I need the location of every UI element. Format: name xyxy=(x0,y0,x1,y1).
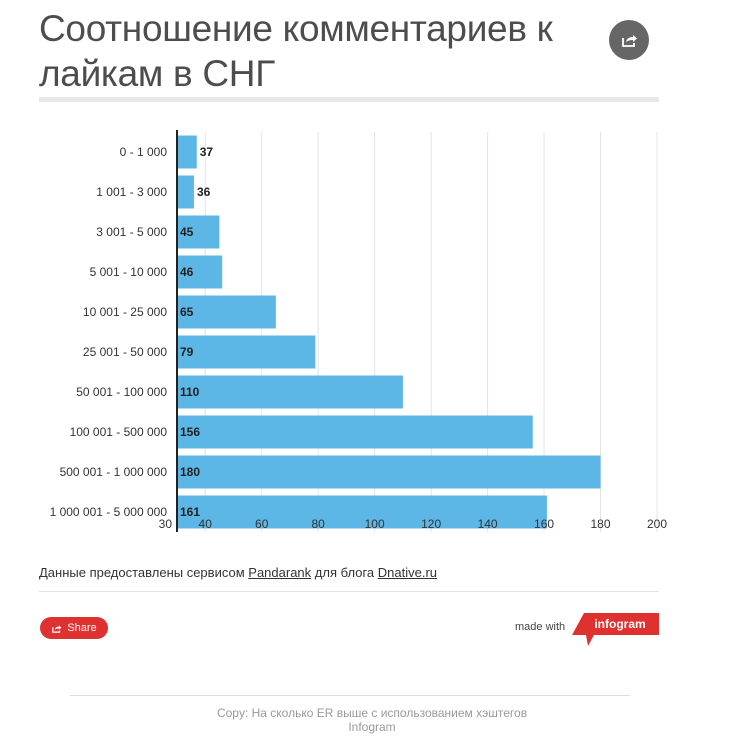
category-label: 5 001 - 10 000 xyxy=(90,265,168,279)
bar xyxy=(177,135,197,169)
bar xyxy=(177,255,223,289)
tick-label: 140 xyxy=(478,517,498,531)
category-label: 50 001 - 100 000 xyxy=(76,385,167,399)
footer-brand-line: Infogram xyxy=(348,720,396,734)
tick-label: 120 xyxy=(421,517,441,531)
category-label: 500 001 - 1 000 000 xyxy=(60,465,168,479)
bar xyxy=(177,375,403,409)
bar-chart: 0 - 1 000 37 1 001 - 3 000 36 3 001 - 5 000 4… xyxy=(50,130,667,532)
bar xyxy=(177,335,316,369)
tick-label: 200 xyxy=(647,517,667,531)
data-label: 46 xyxy=(180,265,194,279)
data-label: 79 xyxy=(180,345,194,359)
category-label: 0 - 1 000 xyxy=(120,145,168,159)
share-icon xyxy=(622,35,637,47)
tick-label: 30 xyxy=(159,517,173,531)
category-label: 10 001 - 25 000 xyxy=(83,305,167,319)
pandarank-link[interactable]: Pandarank xyxy=(248,565,312,580)
bar xyxy=(177,495,547,529)
source-prefix: Данные предоставлены сервисом xyxy=(39,565,245,580)
share-circle-button[interactable] xyxy=(609,20,649,60)
data-label: 180 xyxy=(180,465,200,479)
tick-label: 80 xyxy=(311,517,325,531)
bar xyxy=(177,455,601,489)
data-label: 36 xyxy=(197,185,211,199)
source-note: Данные предоставлены сервисом Pandarank … xyxy=(39,565,437,580)
data-label: 110 xyxy=(180,385,200,399)
bar xyxy=(177,215,220,249)
bar xyxy=(177,295,276,329)
footer-copy-line: Copy: На сколько ER выше с использование… xyxy=(216,706,528,720)
data-label: 45 xyxy=(180,225,194,239)
share-icon xyxy=(52,624,62,633)
title-divider xyxy=(39,97,659,102)
data-label: 156 xyxy=(180,425,200,439)
tick-label: 100 xyxy=(365,517,385,531)
bottom-divider xyxy=(70,695,630,696)
category-label: 100 001 - 500 000 xyxy=(70,425,168,439)
dnative-link[interactable]: Dnative.ru xyxy=(377,565,438,580)
bar xyxy=(177,175,194,209)
data-label: 65 xyxy=(180,305,194,319)
infogram-logo-text: infogram xyxy=(594,617,645,631)
data-label: 161 xyxy=(180,505,200,519)
category-label: 1 001 - 3 000 xyxy=(96,185,167,199)
category-label: 3 001 - 5 000 xyxy=(96,225,167,239)
category-label: 1 000 001 - 5 000 000 xyxy=(50,505,168,519)
tick-label: 160 xyxy=(534,517,554,531)
tick-label: 40 xyxy=(199,517,213,531)
made-with-label: made with xyxy=(515,621,566,633)
source-middle: для блога xyxy=(314,565,375,580)
data-label: 37 xyxy=(200,145,214,159)
share-button[interactable]: Share xyxy=(40,617,108,639)
tick-label: 180 xyxy=(591,517,611,531)
share-label: Share xyxy=(67,622,97,634)
infogram-logo[interactable]: infogram xyxy=(572,613,662,649)
bar xyxy=(177,415,533,449)
tick-label: 60 xyxy=(255,517,269,531)
source-divider xyxy=(39,591,659,592)
chart-title: Соотношение комментариев к лайкам в СНГ xyxy=(39,8,553,94)
category-label: 25 001 - 50 000 xyxy=(83,345,167,359)
